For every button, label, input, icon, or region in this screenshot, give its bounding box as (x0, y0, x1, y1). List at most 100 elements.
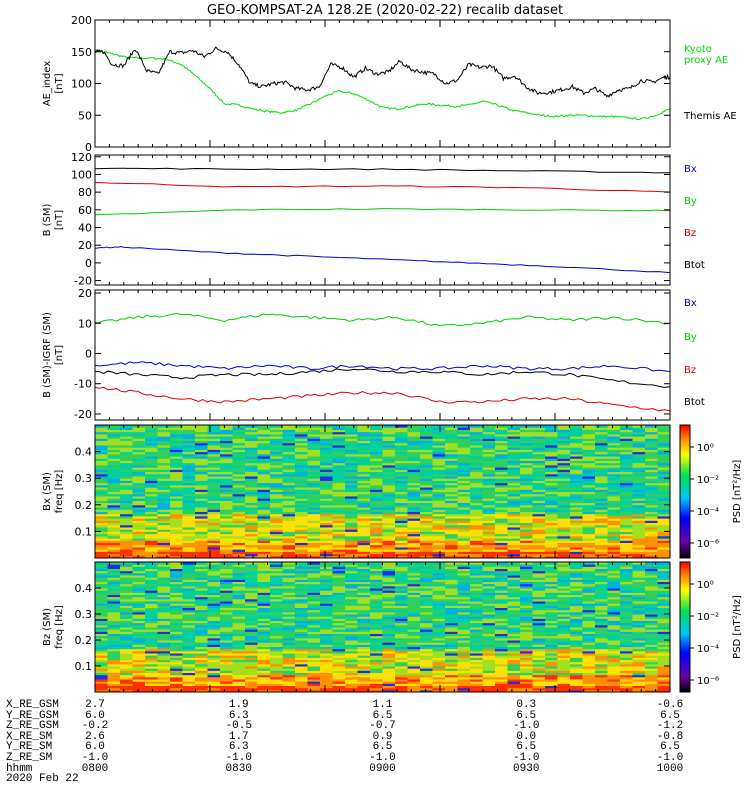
ephemeris-label: Z_RE_GSM (6, 720, 59, 733)
series-line-bigrf-bx (94, 361, 671, 373)
ephemeris-value: 1.7 (228, 730, 249, 743)
y-tick-label: 20 (78, 287, 92, 300)
y-tick-label: 0.3 (75, 608, 93, 621)
ephemeris-value: 0830 (225, 762, 252, 775)
ephemeris-label: X_RE_SM (6, 730, 53, 743)
panel-bigrf: Bx By Bz Btot -20 -10 0 10 20 B (SM)-IGRF (SM) [nT… (42, 287, 705, 421)
spectrogram-specx (95, 425, 671, 559)
ephemeris-value: -0.8 (656, 730, 684, 743)
legend-label: By (684, 332, 697, 343)
date-label: 2020 Feb 22 (6, 773, 79, 786)
ephemeris-value: 6.3 (228, 741, 249, 754)
ephemeris-value: 6.5 (660, 741, 680, 754)
y-tick-label: 200 (71, 14, 92, 27)
colorbar-label: PSD [nT²/Hz] (732, 595, 743, 659)
panel-bsm: Bx By Bz Btot -20 0 20 40 60 80 100 120 B (SM) [nT] (42, 151, 705, 288)
legend-label: Btot (684, 397, 705, 408)
y-tick-label: 0.2 (75, 634, 93, 647)
series-line-bigrf-btot (94, 368, 671, 388)
y-tick-label: -20 (74, 408, 92, 421)
ephemeris-value: -1.0 (656, 751, 684, 764)
ephemeris-value: -0.5 (225, 720, 252, 733)
figure-canvas: GEO-KOMPSAT-2A 128.2E (2020-02-22) recal… (42, 3, 743, 693)
colorbar-tick-label: 10⁰ (697, 580, 714, 591)
ephemeris-value: 6.5 (372, 741, 393, 754)
y-tick-label: 120 (71, 151, 92, 164)
y-tick-label: 0.4 (75, 582, 93, 595)
ephemeris-value: 0930 (513, 762, 540, 775)
y-axis-unit: freq [Hz] (54, 470, 65, 514)
colorbar-tick-label: 10⁰ (697, 443, 714, 454)
ephemeris-value: 6.5 (660, 709, 680, 722)
y-axis-unit: freq [Hz] (54, 605, 65, 649)
y-tick-label: 0 (85, 347, 92, 360)
legend-label: Themis AE (683, 111, 737, 122)
ephemeris-value: -1.0 (81, 751, 109, 764)
ephemeris-value: 0.9 (372, 730, 393, 743)
ephemeris-value: -1.0 (225, 751, 252, 764)
legend-label: Bx (684, 164, 697, 175)
y-axis-unit: [nT] (54, 210, 65, 230)
colorbar-tick-label: 10⁻² (697, 475, 719, 486)
colorbar-tick-label: 10⁻⁴ (697, 644, 719, 655)
legend-label: Bz (684, 365, 696, 376)
y-axis-unit: [nT] (54, 345, 65, 365)
ephemeris-value: 2.6 (85, 730, 105, 743)
legend-label: proxy AE (684, 55, 728, 66)
y-axis-unit: [nT] (54, 73, 65, 93)
ephemeris-row: Z_RE_SM -1.0 -1.0 -1.0 -1.0 -1.0 (6, 753, 750, 764)
colorbar-tick-label: 10⁻⁶ (697, 539, 719, 550)
series-line-bigrf-bz (94, 386, 671, 412)
ephemeris-value: 0900 (369, 762, 396, 775)
series-line-bsm-bz (94, 181, 671, 193)
y-axis-label: Bx (SM) (42, 472, 53, 511)
ephemeris-row: Y_RE_GSM 6.0 6.3 6.5 6.5 6.5 (6, 709, 750, 722)
y-tick-label: 40 (78, 222, 92, 235)
ephemeris-value: 6.3 (228, 709, 249, 722)
y-tick-label: 80 (78, 186, 92, 199)
ephemeris-value: 6.0 (85, 709, 105, 722)
series-line-bsm-bx (94, 245, 671, 274)
y-tick-label: 60 (78, 204, 92, 217)
legend-label: Btot (684, 260, 705, 271)
ephemeris-value: -0.2 (81, 720, 109, 733)
y-tick-label: 0 (85, 141, 92, 154)
colorbar-specz (679, 561, 691, 693)
ephemeris-value: -1.2 (656, 720, 684, 733)
colorbar-specx (679, 424, 691, 559)
ephemeris-label: Y_RE_GSM (6, 709, 59, 722)
y-tick-label: -20 (74, 275, 92, 288)
ephemeris-value: 2.7 (85, 699, 105, 711)
ephemeris-row: hhmm 0800 0830 0900 0930 1000 (6, 762, 750, 775)
ephemeris-table: X_RE_GSM 2.7 1.9 1.1 0.3 -0.6 Y_RE_GSM 6.0 6.3 6.… (6, 700, 750, 800)
y-tick-label: 0.1 (75, 525, 93, 538)
series-line-bsm-by (94, 208, 671, 216)
ephemeris-value: -0.7 (369, 720, 396, 733)
series-line-ae-kyoto-proxy-ae (94, 49, 671, 121)
y-tick-label: 100 (71, 168, 92, 181)
ephemeris-value: -0.6 (656, 699, 684, 711)
colorbar-tick-label: 10⁻² (697, 612, 719, 623)
colorbar-tick-label: 10⁻⁴ (697, 507, 719, 518)
panel-frame (94, 154, 671, 286)
y-tick-label: 10 (78, 317, 92, 330)
series-line-bsm-btot (94, 167, 671, 174)
y-tick-label: 50 (78, 109, 92, 122)
ephemeris-value: 0.3 (516, 699, 537, 711)
ephemeris-label: X_RE_GSM (6, 699, 59, 711)
series-line-ae-themis-ae (94, 46, 671, 98)
y-tick-label: 0.1 (75, 660, 93, 673)
ephemeris-label: Y_RE_SM (6, 741, 53, 754)
ephemeris-value: 0.0 (516, 730, 537, 743)
legend-label: By (684, 196, 697, 207)
series-line-bigrf-by (94, 312, 671, 327)
legend-label: Bz (684, 228, 696, 239)
ephemeris-value: -1.0 (513, 751, 540, 764)
legend-label: Bx (684, 298, 697, 309)
ephemeris-value: 6.5 (372, 709, 393, 722)
y-axis-label: B (SM)-IGRF (SM) (42, 312, 53, 398)
ephemeris-row: X_RE_SM 2.6 1.7 0.9 0.0 -0.8 (6, 730, 750, 743)
ephemeris-value: 6.0 (85, 741, 105, 754)
y-axis-label: B (SM) (42, 203, 53, 236)
